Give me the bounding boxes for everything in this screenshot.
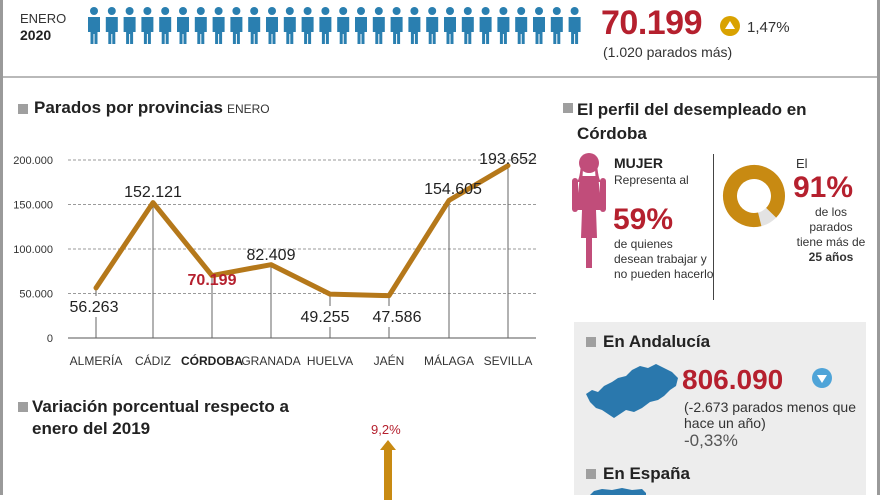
person-icon xyxy=(248,7,261,44)
more-unemployed-note: (1.020 parados más) xyxy=(603,44,733,60)
person-icon xyxy=(444,7,456,44)
person-icon xyxy=(88,7,100,44)
person-icon xyxy=(568,7,581,44)
y-tick-label: 0 xyxy=(47,333,53,345)
variation-arrow-bar xyxy=(380,440,396,500)
pct-change: 1,47% xyxy=(747,19,790,36)
category-label: MÁLAGA xyxy=(424,353,474,368)
woman-icon xyxy=(572,153,606,268)
person-icon xyxy=(372,7,385,44)
label-backdrop xyxy=(66,296,122,317)
person-icon xyxy=(319,7,332,44)
provinces-title-text: Parados por provincias xyxy=(34,98,223,117)
person-icon xyxy=(141,7,154,44)
person-icon xyxy=(461,7,474,44)
donut-slice xyxy=(723,165,785,227)
header-divider xyxy=(3,76,877,78)
profile-divider xyxy=(713,154,714,300)
person-icon xyxy=(212,7,225,44)
person-icon xyxy=(194,7,207,44)
data-label: 82.409 xyxy=(247,247,296,264)
andalucia-less-text: (-2.673 parados menos que hace un año) xyxy=(684,399,856,431)
andalucia-map-icon xyxy=(586,364,678,418)
data-label: 49.255 xyxy=(301,309,350,326)
data-label: 56.263 xyxy=(70,299,119,316)
person-icon xyxy=(159,7,172,44)
provinces-line-chart: 0 50.000 100.000 150.000 200.000 56.263 152.12… xyxy=(13,151,537,368)
data-label: 152.121 xyxy=(124,184,182,201)
spain-map-icon xyxy=(590,488,646,495)
age-percentage: 91% xyxy=(793,171,854,204)
total-unemployed: 70.199 xyxy=(601,4,703,42)
provinces-subtitle: ENERO xyxy=(226,102,270,116)
label-backdrop xyxy=(369,306,425,327)
person-icon xyxy=(426,7,439,44)
person-icon xyxy=(123,7,136,44)
variation-value: 9,2% xyxy=(371,422,401,437)
category-label: JAÉN xyxy=(374,353,405,368)
andalucia-pct: -0,33% xyxy=(684,431,738,450)
y-tick-label: 50.000 xyxy=(19,289,53,301)
section-bullet-icon xyxy=(18,104,28,114)
up-arrow-icon xyxy=(720,16,740,36)
person-icon xyxy=(301,7,314,44)
woman-label: MUJER xyxy=(614,155,664,171)
y-tick-label: 200.000 xyxy=(13,155,53,167)
andalucia-title: En Andalucía xyxy=(603,332,711,351)
person-icon xyxy=(230,7,243,44)
provinces-title: Parados por provincias ENERO xyxy=(34,98,270,118)
people-icons-row xyxy=(88,7,581,44)
person-icon xyxy=(337,7,350,44)
variation-title: Variación porcentual respecto a enero de… xyxy=(32,397,289,438)
category-label: CÁDIZ xyxy=(135,353,171,368)
data-label: 193.652 xyxy=(479,151,537,168)
andalucia-value: 806.090 xyxy=(682,364,784,395)
person-icon xyxy=(105,7,118,44)
category-label: GRANADA xyxy=(241,354,300,368)
person-icon xyxy=(266,7,278,44)
data-label: 70.199 xyxy=(188,272,237,289)
category-label: ALMERÍA xyxy=(70,353,123,368)
profile-title: El perfil del desempleado en Córdoba xyxy=(577,100,807,143)
series-line xyxy=(93,163,511,299)
person-icon xyxy=(497,7,510,44)
woman-text-2: de quienes desean trabajar y no pueden h… xyxy=(614,237,714,281)
person-icon xyxy=(283,7,296,44)
person-icon xyxy=(515,7,528,44)
person-icon xyxy=(479,7,492,44)
y-tick-label: 150.000 xyxy=(13,200,53,212)
espana-title: En España xyxy=(603,464,690,483)
age-donut-chart xyxy=(723,165,785,227)
age-text: de los parados tiene más de 25 años xyxy=(796,205,866,265)
age-prefix: El xyxy=(796,156,808,171)
person-icon xyxy=(533,7,545,44)
person-icon xyxy=(550,7,563,44)
header-month: ENERO xyxy=(20,11,67,26)
section-bullet-icon xyxy=(18,402,28,412)
person-icon xyxy=(355,7,367,44)
person-icon xyxy=(390,7,403,44)
label-backdrop xyxy=(297,306,353,327)
category-label: SEVILLA xyxy=(484,354,533,368)
person-icon xyxy=(177,7,189,44)
age-text-main: de los parados tiene más de xyxy=(796,205,866,249)
person-icon xyxy=(408,7,421,44)
category-label: CÓRDOBA xyxy=(181,353,243,368)
age-text-bold: 25 años xyxy=(808,250,854,264)
down-arrow-icon xyxy=(812,368,832,388)
section-bullet-icon xyxy=(586,337,596,347)
y-tick-label: 100.000 xyxy=(13,244,53,256)
section-bullet-icon xyxy=(563,103,573,113)
data-label: 154.605 xyxy=(424,181,482,198)
section-bullet-icon xyxy=(586,469,596,479)
header-year: 2020 xyxy=(20,27,52,43)
data-label: 47.586 xyxy=(373,309,422,326)
category-label: HUELVA xyxy=(307,354,353,368)
woman-percentage: 59% xyxy=(613,203,674,236)
frame-left-border xyxy=(0,0,3,495)
frame-right-border xyxy=(877,0,880,495)
woman-text-1: Representa al xyxy=(614,173,689,187)
